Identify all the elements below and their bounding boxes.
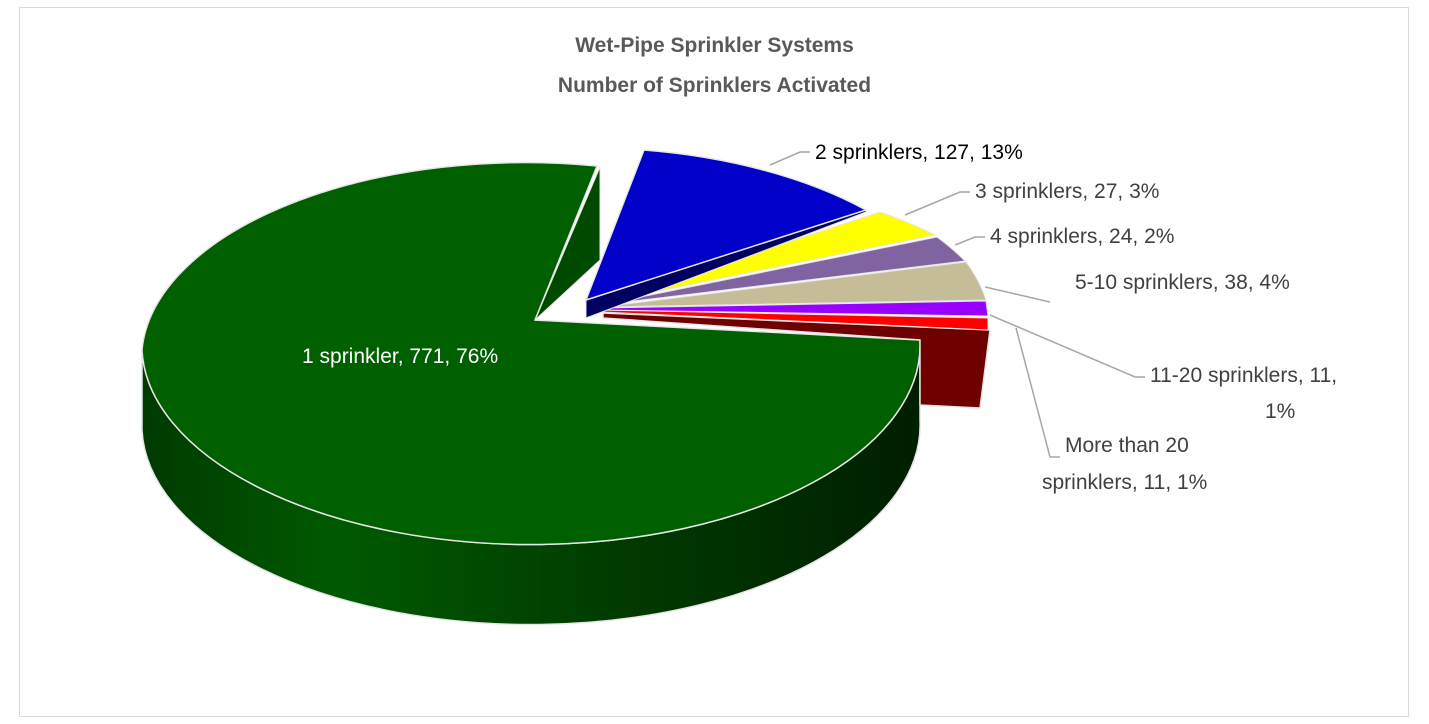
chart-subtitle: Number of Sprinklers Activated — [557, 74, 872, 97]
label-11-20-sprinklers: 11-20 sprinklers, 11, — [1150, 364, 1337, 387]
label-5-10-sprinklers: 5-10 sprinklers, 38, 4% — [1075, 271, 1290, 294]
label-1-sprinkler: 1 sprinkler, 771, 76% — [302, 345, 498, 368]
label-more-than-20: More than 20 — [1065, 434, 1189, 457]
leader-line-3 — [904, 191, 970, 216]
slice-4-sprinklers — [600, 236, 967, 306]
chart-title: Wet-Pipe Sprinkler Systems — [575, 34, 854, 57]
slice-1-sprinkler-inner-wall — [534, 166, 601, 321]
leader-line-6 — [989, 314, 1145, 378]
leader-line-4 — [954, 236, 985, 246]
slice-2-sprinklers — [584, 149, 868, 302]
label-3-sprinklers: 3 sprinklers, 27, 3% — [975, 180, 1159, 203]
label-4-sprinklers: 4 sprinklers, 24, 2% — [990, 225, 1174, 248]
slice-5-10 — [601, 261, 987, 308]
slice-1-sprinkler — [141, 161, 921, 546]
leader-line-7 — [1015, 327, 1060, 458]
label-more-than-20-line2: sprinklers, 11, 1% — [1042, 471, 1207, 494]
leader-lines — [769, 151, 1145, 458]
leader-line-2 — [769, 151, 810, 166]
leader-line-5 — [984, 286, 1051, 303]
label-11-20-sprinklers-pct: 1% — [1265, 400, 1295, 423]
label-2-sprinklers: 2 sprinklers, 127, 13% — [815, 141, 1023, 164]
slice-more-than-20-side — [602, 312, 991, 409]
